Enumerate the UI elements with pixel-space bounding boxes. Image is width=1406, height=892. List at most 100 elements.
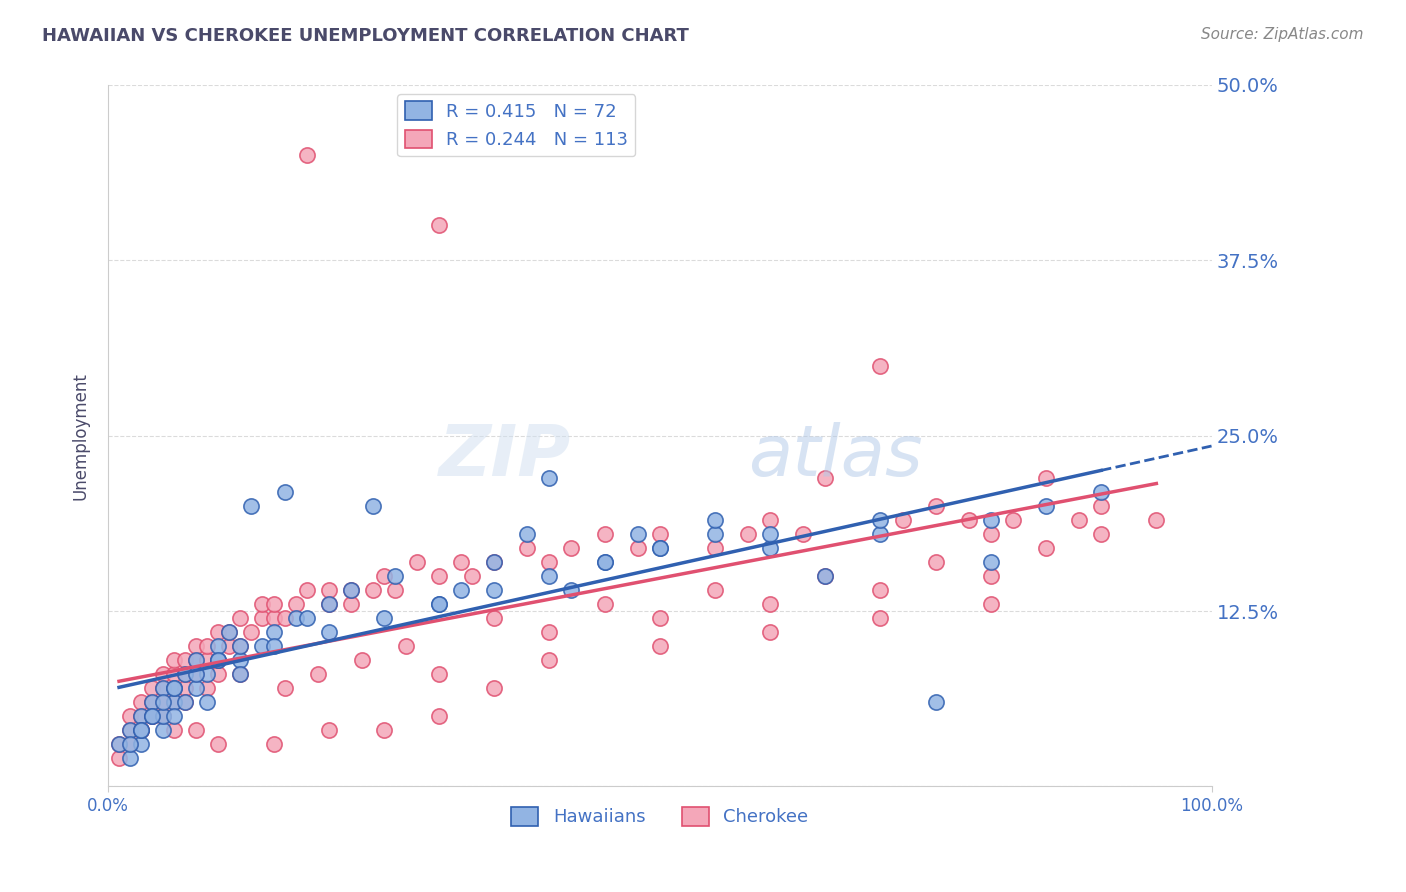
Point	[759, 541, 782, 555]
Point	[627, 527, 650, 541]
Point	[450, 582, 472, 597]
Point	[318, 582, 340, 597]
Point	[152, 695, 174, 709]
Point	[129, 723, 152, 738]
Point	[229, 667, 252, 681]
Point	[186, 667, 208, 681]
Point	[108, 738, 131, 752]
Point	[218, 625, 240, 640]
Point	[703, 541, 725, 555]
Point	[450, 555, 472, 569]
Point	[1069, 513, 1091, 527]
Point	[129, 695, 152, 709]
Point	[339, 597, 361, 611]
Point	[229, 639, 252, 653]
Point	[295, 582, 318, 597]
Point	[737, 527, 759, 541]
Point	[538, 555, 561, 569]
Point	[538, 471, 561, 485]
Point	[648, 527, 671, 541]
Point	[252, 639, 274, 653]
Point	[318, 597, 340, 611]
Point	[120, 738, 142, 752]
Point	[759, 513, 782, 527]
Text: atlas: atlas	[748, 422, 922, 491]
Point	[195, 695, 218, 709]
Point	[307, 667, 329, 681]
Point	[195, 653, 218, 667]
Point	[1090, 484, 1112, 499]
Point	[207, 625, 229, 640]
Point	[593, 527, 616, 541]
Point	[703, 527, 725, 541]
Point	[252, 597, 274, 611]
Point	[186, 653, 208, 667]
Point	[869, 513, 891, 527]
Point	[869, 527, 891, 541]
Point	[484, 611, 506, 625]
Point	[186, 667, 208, 681]
Point	[174, 681, 197, 696]
Point	[152, 709, 174, 723]
Point	[141, 709, 163, 723]
Point	[141, 709, 163, 723]
Point	[141, 709, 163, 723]
Point	[427, 219, 450, 233]
Point	[273, 484, 295, 499]
Point	[318, 625, 340, 640]
Point	[263, 597, 285, 611]
Point	[186, 653, 208, 667]
Point	[263, 625, 285, 640]
Point	[163, 723, 186, 738]
Point	[129, 709, 152, 723]
Point	[174, 667, 197, 681]
Point	[980, 527, 1002, 541]
Point	[593, 597, 616, 611]
Point	[427, 597, 450, 611]
Point	[152, 709, 174, 723]
Point	[759, 597, 782, 611]
Point	[318, 723, 340, 738]
Y-axis label: Unemployment: Unemployment	[72, 372, 89, 500]
Point	[560, 582, 582, 597]
Point	[152, 667, 174, 681]
Point	[427, 709, 450, 723]
Point	[759, 527, 782, 541]
Text: ZIP: ZIP	[439, 422, 571, 491]
Point	[229, 639, 252, 653]
Point	[484, 681, 506, 696]
Point	[152, 695, 174, 709]
Point	[461, 569, 484, 583]
Point	[207, 639, 229, 653]
Point	[1090, 527, 1112, 541]
Point	[195, 639, 218, 653]
Point	[129, 738, 152, 752]
Point	[163, 681, 186, 696]
Point	[284, 611, 307, 625]
Point	[207, 738, 229, 752]
Point	[957, 513, 980, 527]
Point	[263, 639, 285, 653]
Point	[207, 667, 229, 681]
Point	[1001, 513, 1024, 527]
Point	[263, 738, 285, 752]
Point	[318, 597, 340, 611]
Point	[395, 639, 418, 653]
Point	[186, 639, 208, 653]
Text: Source: ZipAtlas.com: Source: ZipAtlas.com	[1201, 27, 1364, 42]
Point	[593, 555, 616, 569]
Point	[120, 709, 142, 723]
Point	[361, 582, 384, 597]
Point	[339, 582, 361, 597]
Point	[627, 541, 650, 555]
Point	[120, 738, 142, 752]
Point	[980, 597, 1002, 611]
Point	[924, 555, 946, 569]
Point	[163, 695, 186, 709]
Point	[980, 513, 1002, 527]
Point	[229, 611, 252, 625]
Point	[284, 597, 307, 611]
Point	[1035, 499, 1057, 513]
Point	[1035, 471, 1057, 485]
Point	[186, 723, 208, 738]
